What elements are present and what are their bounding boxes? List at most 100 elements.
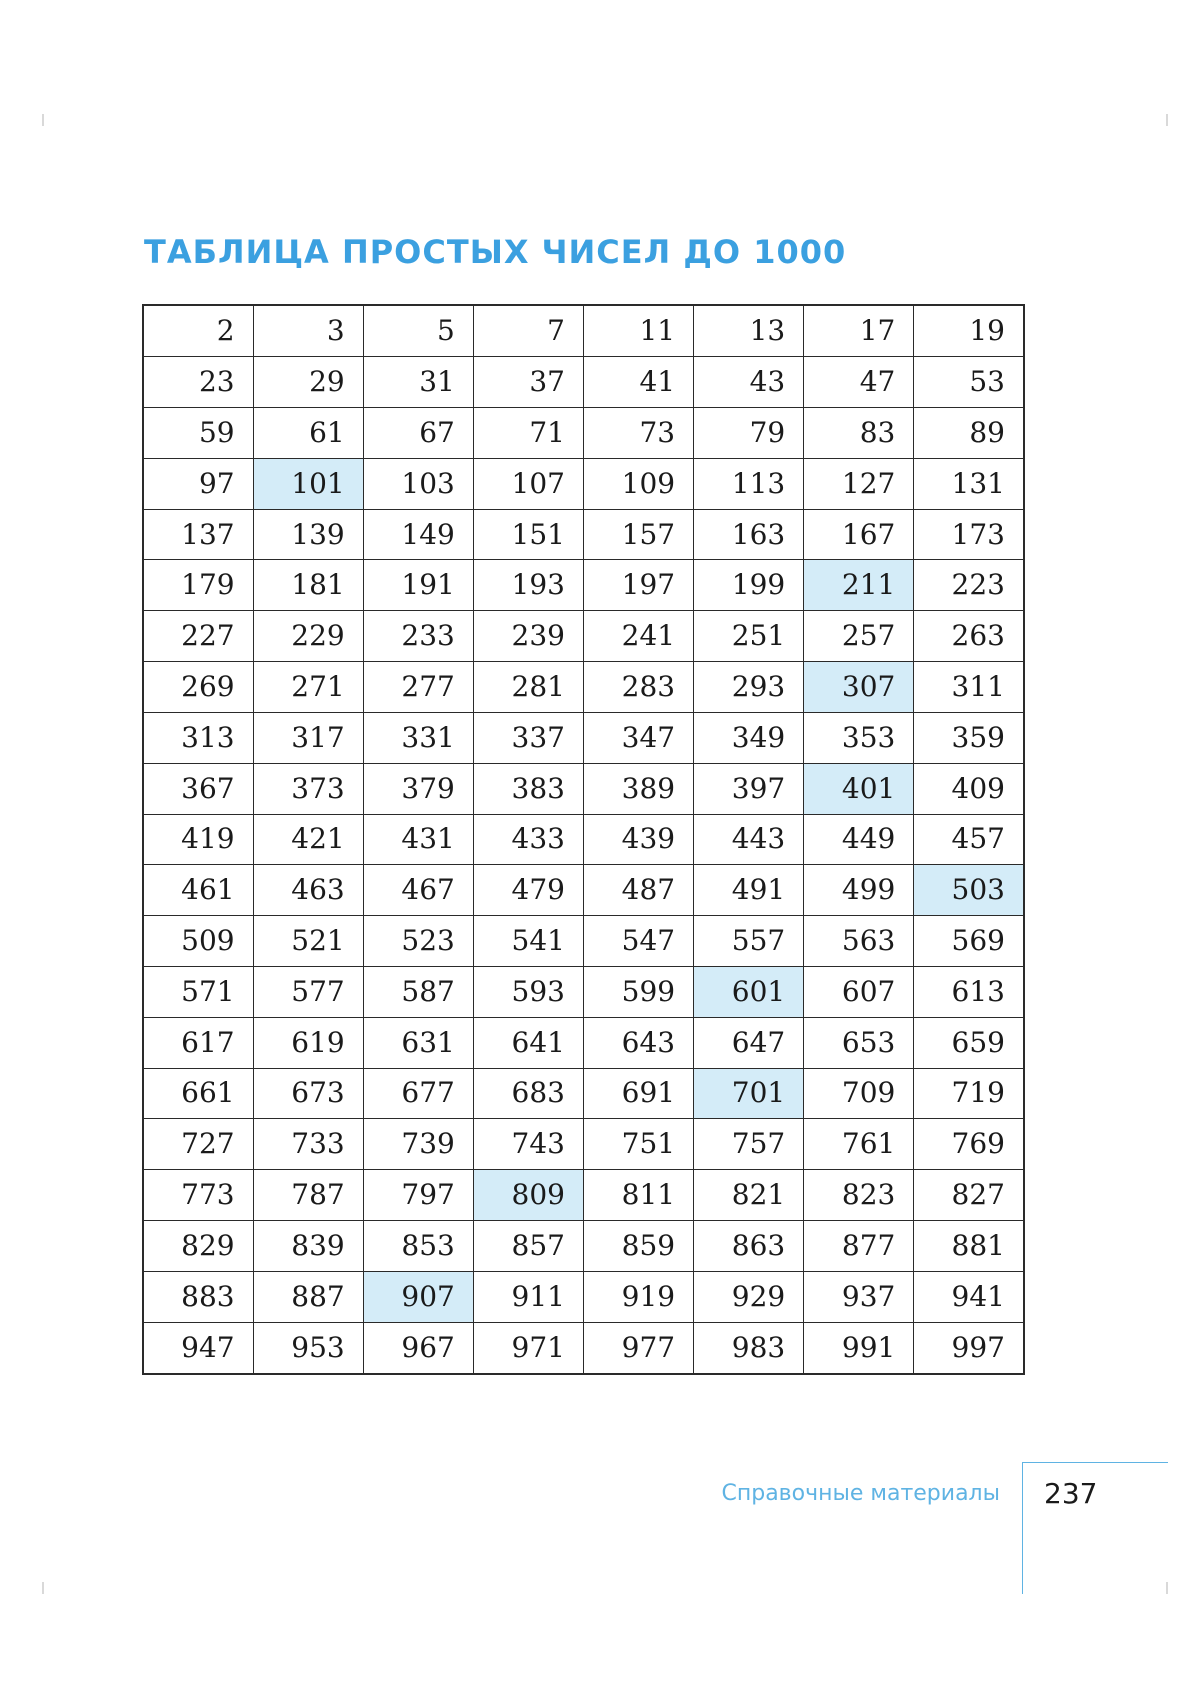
table-cell: 479: [472, 864, 585, 917]
table-row: 947 953 967 971 977 983 991 997: [142, 1321, 1025, 1375]
table-cell: 569: [913, 915, 1025, 967]
table-cell: 359: [913, 711, 1025, 764]
table-cell: 907: [362, 1270, 474, 1323]
table-cell: 421: [252, 813, 364, 866]
table-cell: 151: [472, 508, 585, 561]
table-cell: 89: [913, 407, 1025, 459]
table-cell: 941: [913, 1270, 1025, 1323]
table-cell: 727: [142, 1118, 254, 1171]
table-cell: 173: [913, 508, 1025, 561]
primes-table: 2 3 5 7 11 13 17 19 23 29 31 37 41 43 47 53 59 61 67 71 73 79…: [142, 304, 1025, 1375]
table-row: 617 619 631 641 643 647 653 659: [142, 1016, 1025, 1069]
table-cell: 607: [803, 965, 915, 1018]
table-cell: 223: [913, 559, 1025, 612]
table-cell: 229: [252, 610, 364, 663]
table-cell: 563: [803, 915, 915, 967]
table-cell: 653: [803, 1016, 915, 1069]
table-cell: 127: [803, 457, 915, 510]
table-cell: 593: [472, 965, 585, 1018]
table-cell: 971: [472, 1321, 585, 1375]
table-cell: 487: [582, 864, 695, 917]
table-cell: 367: [142, 762, 254, 815]
table-cell: 179: [142, 559, 254, 612]
table-cell: 823: [803, 1169, 915, 1221]
table-cell: 743: [472, 1118, 585, 1171]
table-cell: 317: [252, 711, 364, 764]
table-cell: 937: [803, 1270, 915, 1323]
table-cell: 541: [472, 915, 585, 967]
table-cell: 769: [913, 1118, 1025, 1171]
table-cell: 467: [362, 864, 474, 917]
table-cell: 269: [142, 661, 254, 713]
table-cell: 263: [913, 610, 1025, 663]
table-cell: 733: [252, 1118, 364, 1171]
table-cell: 313: [142, 711, 254, 764]
table-row: 269 271 277 281 283 293 307 311: [142, 661, 1025, 713]
table-cell: 881: [913, 1220, 1025, 1272]
table-cell: 233: [362, 610, 474, 663]
table-cell: 331: [362, 711, 474, 764]
table-cell: 587: [362, 965, 474, 1018]
table-cell: 491: [693, 864, 805, 917]
table-row: 571 577 587 593 599 601 607 613: [142, 965, 1025, 1018]
table-cell: 883: [142, 1270, 254, 1323]
table-cell: 773: [142, 1169, 254, 1221]
table-cell: 191: [362, 559, 474, 612]
table-cell: 983: [693, 1321, 805, 1375]
table-cell: 709: [803, 1067, 915, 1120]
table-cell: 79: [693, 407, 805, 459]
table-cell: 509: [142, 915, 254, 967]
table-cell: 73: [582, 407, 695, 459]
table-cell: 149: [362, 508, 474, 561]
table-row: 883 887 907 911 919 929 937 941: [142, 1270, 1025, 1323]
table-cell: 23: [142, 356, 254, 408]
table-cell: 271: [252, 661, 364, 713]
table-cell: 787: [252, 1169, 364, 1221]
table-cell: 431: [362, 813, 474, 866]
table-cell: 97: [142, 457, 254, 510]
table-cell: 953: [252, 1321, 364, 1375]
table-cell: 503: [913, 864, 1025, 917]
table-cell: 181: [252, 559, 364, 612]
table-cell: 197: [582, 559, 695, 612]
table-cell: 521: [252, 915, 364, 967]
table-cell: 661: [142, 1067, 254, 1120]
table-cell: 859: [582, 1220, 695, 1272]
table-cell: 439: [582, 813, 695, 866]
table-cell: 157: [582, 508, 695, 561]
crop-mark-top-left: [42, 114, 44, 126]
crop-mark-top-right: [1166, 114, 1168, 126]
table-row: 419 421 431 433 439 443 449 457: [142, 813, 1025, 866]
table-cell: 41: [582, 356, 695, 408]
page-number: 237: [1044, 1477, 1098, 1510]
table-cell: 101: [252, 457, 364, 510]
table-cell: 967: [362, 1321, 474, 1375]
table-cell: 257: [803, 610, 915, 663]
table-cell: 557: [693, 915, 805, 967]
table-cell: 433: [472, 813, 585, 866]
table-cell: 643: [582, 1016, 695, 1069]
table-cell: 71: [472, 407, 585, 459]
table-row: 227 229 233 239 241 251 257 263: [142, 610, 1025, 663]
table-cell: 67: [362, 407, 474, 459]
table-cell: 449: [803, 813, 915, 866]
table-cell: 379: [362, 762, 474, 815]
table-cell: 419: [142, 813, 254, 866]
table-cell: 113: [693, 457, 805, 510]
table-row: 509 521 523 541 547 557 563 569: [142, 915, 1025, 967]
table-cell: 659: [913, 1016, 1025, 1069]
table-cell: 281: [472, 661, 585, 713]
table-cell: 863: [693, 1220, 805, 1272]
table-cell: 499: [803, 864, 915, 917]
table-cell: 11: [582, 304, 695, 358]
table-cell: 997: [913, 1321, 1025, 1375]
table-row: 179 181 191 193 197 199 211 223: [142, 559, 1025, 612]
table-cell: 617: [142, 1016, 254, 1069]
table-cell: 347: [582, 711, 695, 764]
table-cell: 137: [142, 508, 254, 561]
table-cell: 37: [472, 356, 585, 408]
table-row: 727 733 739 743 751 757 761 769: [142, 1118, 1025, 1171]
table-cell: 829: [142, 1220, 254, 1272]
table-cell: 601: [693, 965, 805, 1018]
table-cell: 31: [362, 356, 474, 408]
